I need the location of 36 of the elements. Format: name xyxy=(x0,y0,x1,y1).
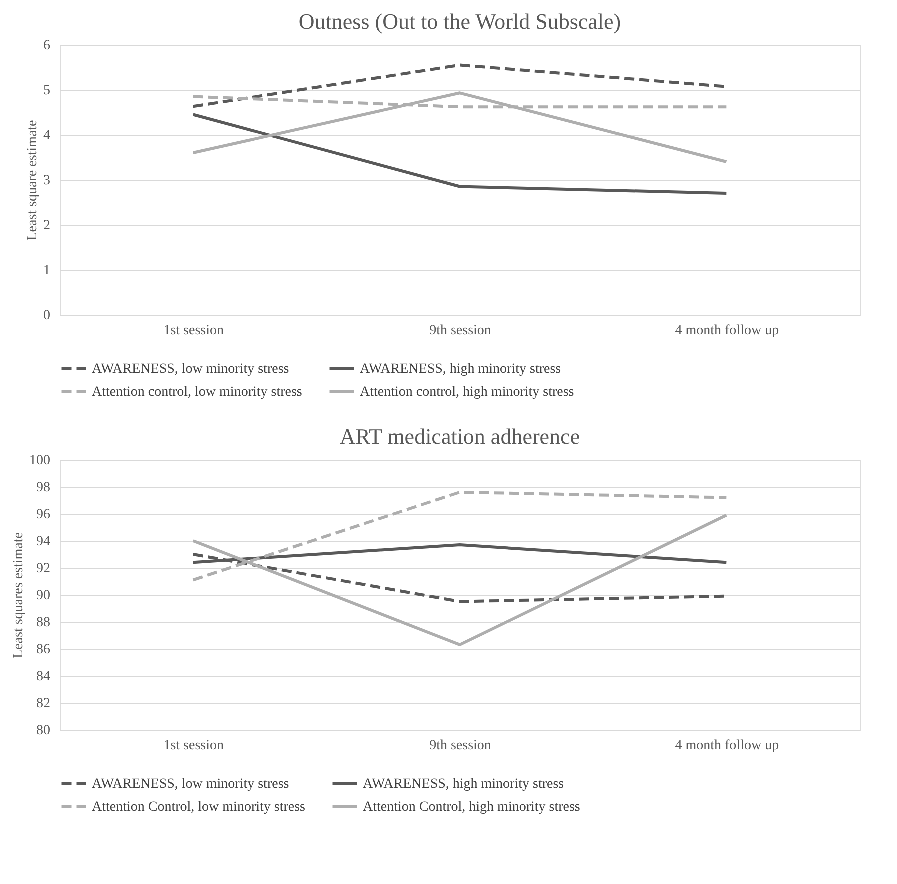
y-tick-label: 92 xyxy=(36,562,50,576)
x-tick-label: 4 month follow up xyxy=(675,324,780,338)
y-tick-label: 4 xyxy=(44,128,50,144)
legend-label: Attention control, low minority stress xyxy=(92,385,302,400)
y-tick-label: 90 xyxy=(36,588,50,604)
y-tick-label: 96 xyxy=(36,508,50,522)
legend-label: AWARENESS, low minority stress xyxy=(92,362,290,377)
legend-label: AWARENESS, high minority stress xyxy=(360,362,562,377)
y-tick-label: 98 xyxy=(36,480,50,496)
legend-label: Attention Control, high minority stress xyxy=(363,800,580,815)
legend-label: Attention control, high minority stress xyxy=(360,385,574,400)
y-tick-label: 84 xyxy=(36,670,50,684)
y-tick-label: 82 xyxy=(36,696,50,712)
y-tick-label: 5 xyxy=(44,84,50,98)
x-tick-label: 9th session xyxy=(430,738,492,754)
y-tick-label: 6 xyxy=(44,38,50,54)
y-tick-label: 3 xyxy=(44,174,50,188)
x-tick-label: 1st session xyxy=(164,738,224,754)
y-axis-title: Least square estimate xyxy=(26,120,40,241)
y-tick-label: 94 xyxy=(36,534,50,550)
legend-label: AWARENESS, low minority stress xyxy=(92,777,290,792)
y-tick-label: 88 xyxy=(36,616,50,630)
y-tick-label: 1 xyxy=(44,264,50,278)
x-tick-label: 1st session xyxy=(164,324,224,338)
legend-label: Attention Control, low minority stress xyxy=(92,800,306,815)
legend-label: AWARENESS, high minority stress xyxy=(363,777,564,792)
y-tick-label: 86 xyxy=(36,642,50,658)
x-tick-label: 4 month follow up xyxy=(675,738,780,754)
y-tick-label: 80 xyxy=(36,724,50,738)
y-tick-label: 100 xyxy=(30,454,50,468)
y-tick-label: 0 xyxy=(44,308,50,324)
chart-title: Outness (Out to the World Subscale) xyxy=(298,9,622,34)
y-axis-title: Least squares estimate xyxy=(12,532,26,658)
x-tick-label: 9th session xyxy=(430,324,492,338)
y-tick-label: 2 xyxy=(44,218,50,234)
chart-title: ART medication adherence xyxy=(340,424,580,449)
